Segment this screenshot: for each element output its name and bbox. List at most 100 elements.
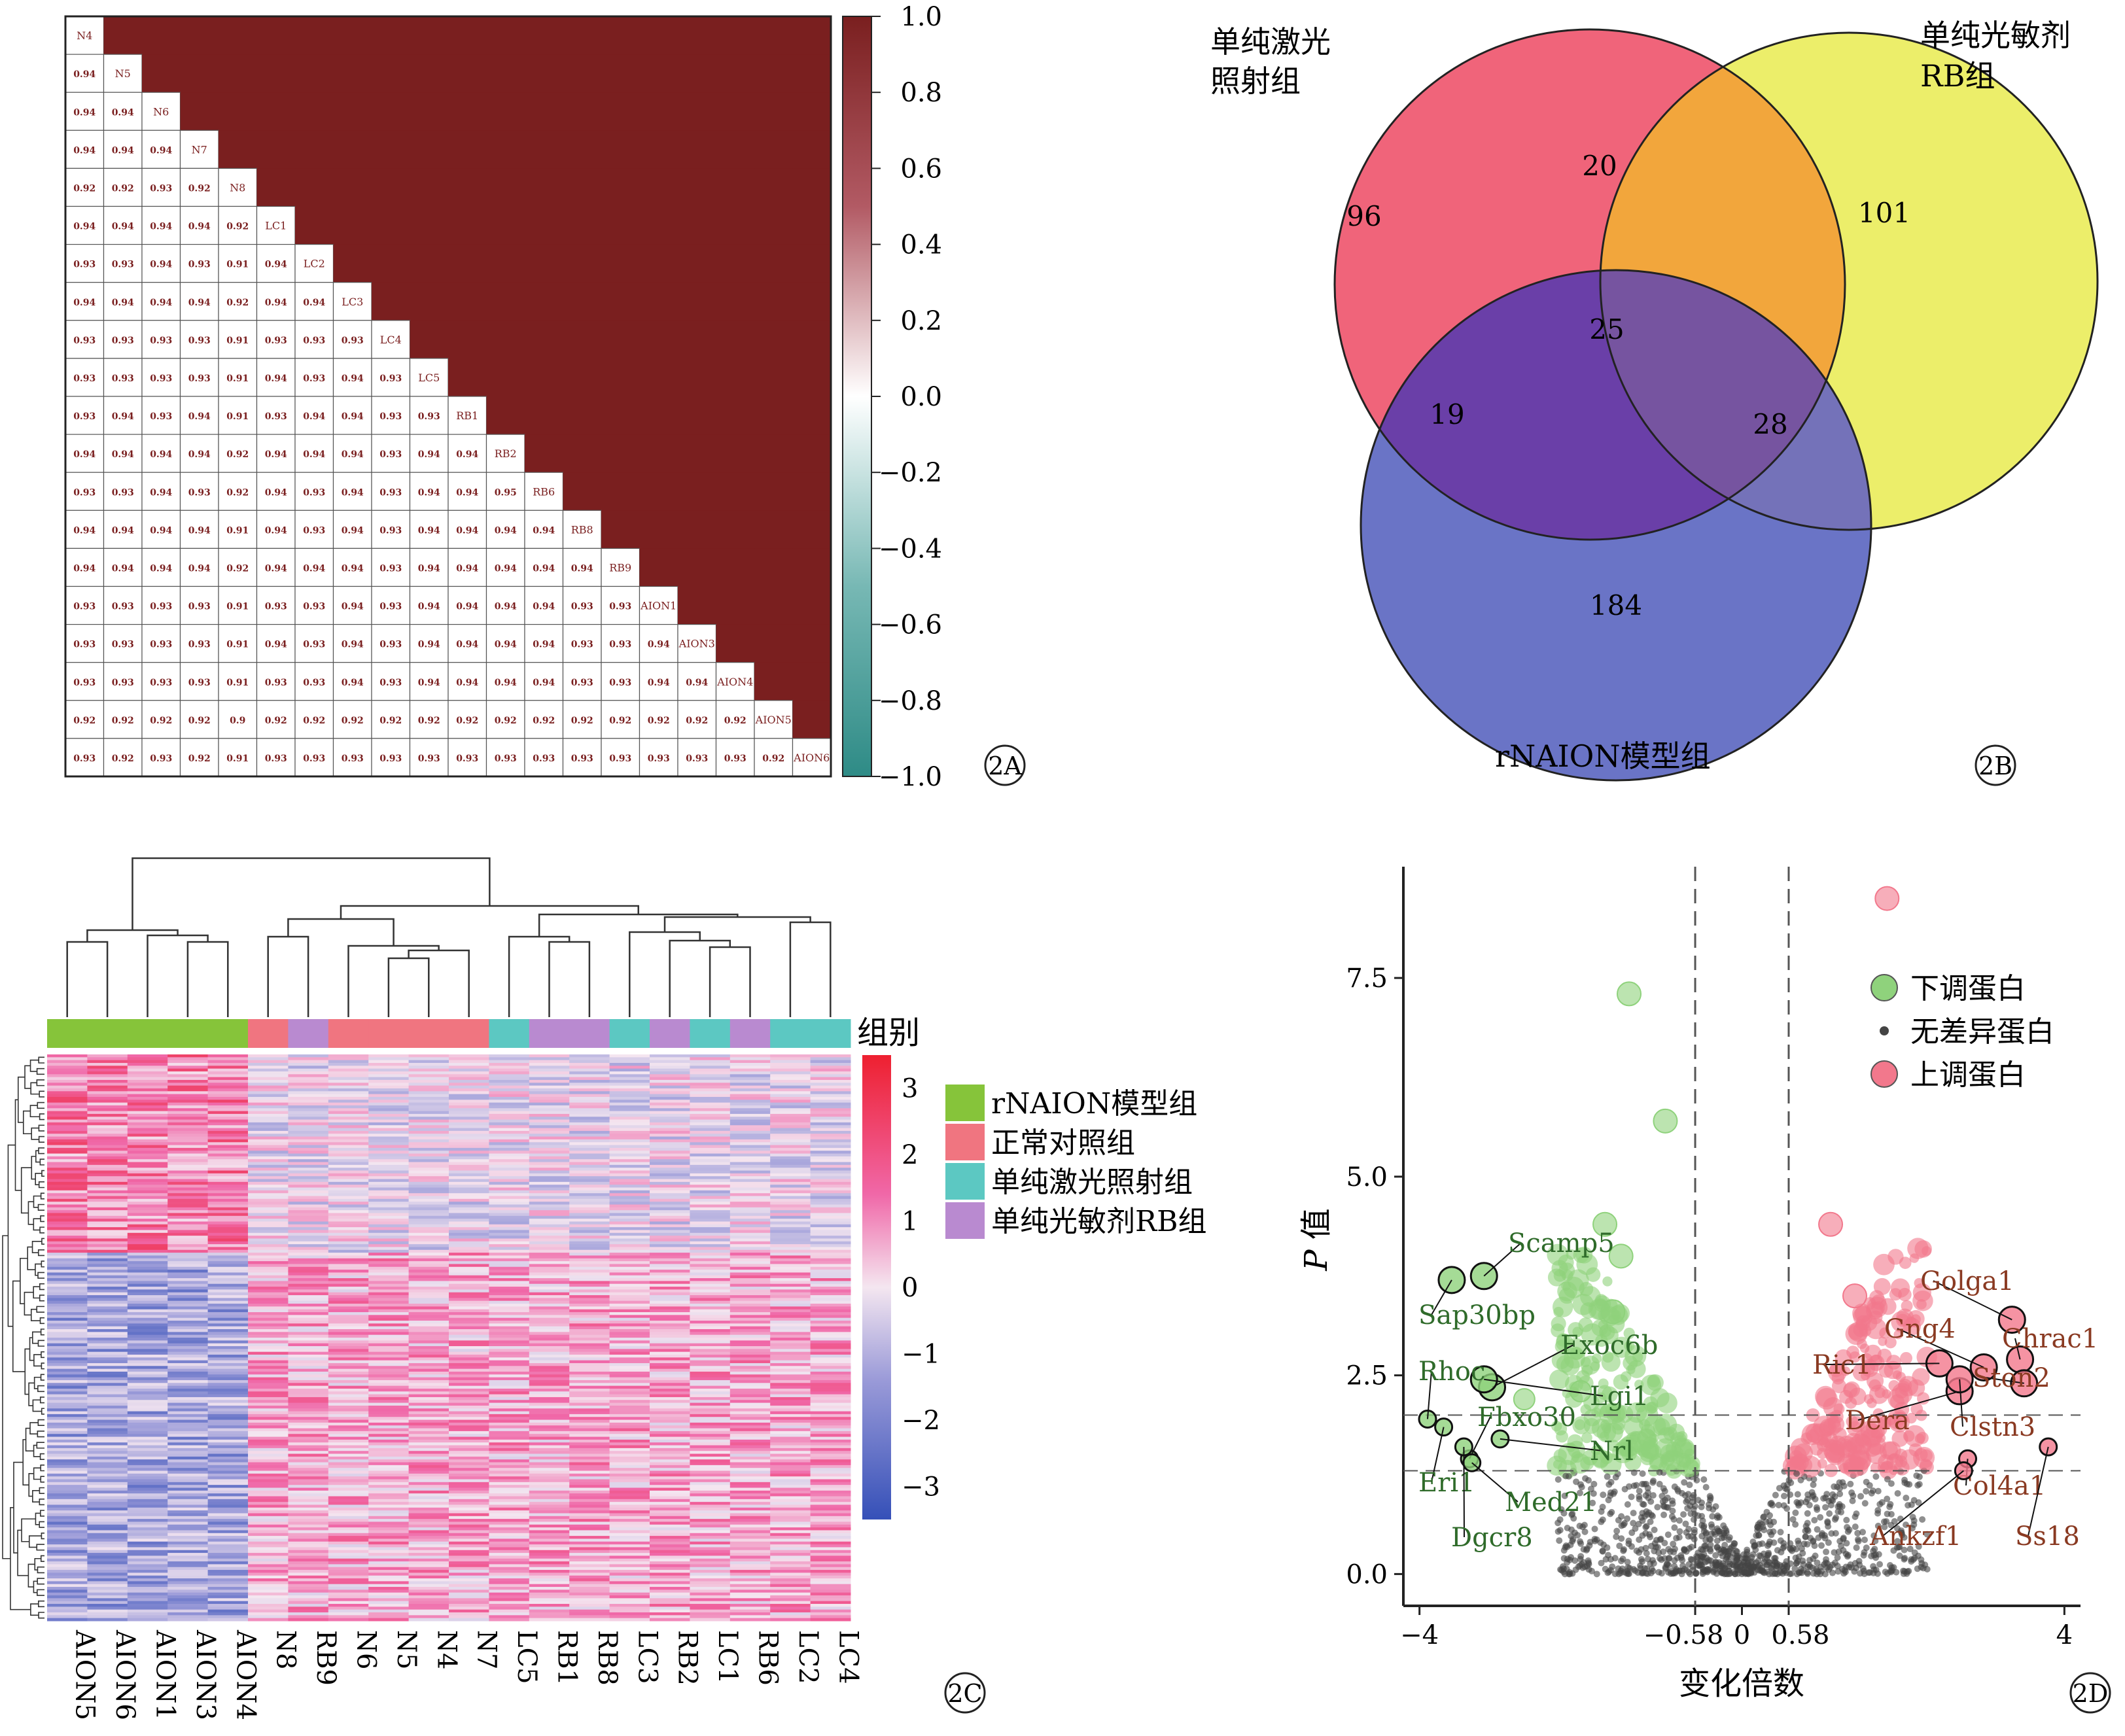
expr-cell xyxy=(167,1363,209,1366)
expr-cell xyxy=(810,1215,851,1219)
expr-cell xyxy=(288,1300,329,1304)
expr-cell xyxy=(368,1553,410,1556)
corr-cell-upper xyxy=(639,472,678,511)
corr-cell-upper xyxy=(754,586,794,625)
expr-cell xyxy=(609,1564,650,1568)
corr-value-label: 0.94 xyxy=(112,525,134,536)
expr-cell xyxy=(770,1094,811,1098)
expr-cell xyxy=(609,1363,650,1366)
expr-cell xyxy=(810,1431,851,1434)
expr-cell xyxy=(609,1499,650,1502)
corr-cell-lower xyxy=(103,662,143,701)
row-dendrogram-link xyxy=(41,1170,44,1177)
expr-cell xyxy=(489,1465,530,1468)
expr-cell xyxy=(408,1213,449,1217)
corr-cell-upper xyxy=(525,16,564,55)
expr-cell xyxy=(288,1422,329,1426)
expr-cell xyxy=(690,1326,731,1330)
expr-cell xyxy=(569,1402,610,1406)
expr-cell xyxy=(328,1321,369,1324)
expr-cell xyxy=(248,1595,289,1599)
expr-cell xyxy=(489,1587,530,1590)
expr-cell xyxy=(328,1190,369,1194)
expr-cell xyxy=(368,1383,410,1387)
expr-cell xyxy=(288,1338,329,1341)
expr-cell xyxy=(650,1470,690,1474)
expr-cell xyxy=(810,1304,851,1307)
expr-cell xyxy=(328,1371,369,1375)
expr-cell xyxy=(609,1153,650,1157)
expr-cell xyxy=(207,1436,249,1440)
expr-cell xyxy=(248,1584,289,1588)
expr-cell xyxy=(248,1261,289,1264)
expr-cell xyxy=(770,1232,811,1236)
expr-cell xyxy=(810,1340,851,1344)
corr-cell-upper xyxy=(754,54,794,93)
expr-cell xyxy=(127,1513,168,1517)
expr-cell xyxy=(810,1385,851,1389)
expr-cell xyxy=(207,1091,249,1095)
expr-cell xyxy=(729,1238,771,1242)
expr-cell xyxy=(288,1147,329,1151)
expr-cell xyxy=(690,1524,731,1528)
expr-cell xyxy=(127,1085,168,1089)
expr-cell xyxy=(328,1198,369,1202)
expr-cell xyxy=(47,1309,88,1313)
corr-value-label: 0.92 xyxy=(112,183,134,194)
expr-cell xyxy=(609,1618,650,1622)
expr-cell xyxy=(47,1453,88,1457)
expr-cell xyxy=(408,1485,449,1488)
expr-cell xyxy=(569,1079,610,1083)
expr-cell xyxy=(810,1151,851,1154)
heatmap-column-label: LC1 xyxy=(712,1630,743,1684)
expr-cell xyxy=(167,1609,209,1613)
expr-cell xyxy=(87,1459,128,1463)
expr-cell xyxy=(368,1079,410,1083)
expr-cell xyxy=(569,1439,610,1443)
expr-cell xyxy=(529,1300,570,1304)
expr-cell xyxy=(408,1159,449,1163)
colorbar-c-tick-label: −2 xyxy=(902,1406,940,1436)
expr-cell xyxy=(449,1417,489,1421)
corr-value-label: 0.91 xyxy=(226,640,249,650)
expr-cell xyxy=(650,1453,690,1457)
expr-cell xyxy=(87,1434,128,1438)
expr-cell xyxy=(449,1096,489,1100)
expr-cell xyxy=(288,1227,329,1230)
corr-value-label: 0.9 xyxy=(230,716,245,726)
corr-cell-upper xyxy=(601,434,641,473)
expr-cell xyxy=(248,1125,289,1129)
expr-cell xyxy=(729,1083,771,1086)
expr-cell xyxy=(408,1380,449,1383)
expr-cell xyxy=(288,1385,329,1389)
expr-cell xyxy=(529,1612,570,1616)
expr-cell xyxy=(328,1312,369,1315)
expr-cell xyxy=(529,1366,570,1370)
expr-cell xyxy=(248,1071,289,1075)
corr-cell-lower xyxy=(103,623,143,663)
expr-cell xyxy=(408,1468,449,1472)
expr-cell xyxy=(167,1298,209,1302)
expr-cell xyxy=(609,1272,650,1276)
expr-cell xyxy=(650,1179,690,1183)
expr-cell xyxy=(650,1224,690,1228)
expr-cell xyxy=(529,1323,570,1327)
expr-cell xyxy=(248,1332,289,1336)
expr-cell xyxy=(729,1572,771,1576)
expr-cell xyxy=(770,1241,811,1245)
expr-cell xyxy=(368,1519,410,1522)
expr-cell xyxy=(650,1380,690,1383)
expr-cell xyxy=(248,1572,289,1576)
expr-cell xyxy=(248,1422,289,1426)
group-bar-cell xyxy=(127,1019,168,1048)
expr-cell xyxy=(408,1561,449,1565)
corr-value-label: 0.93 xyxy=(188,487,211,498)
row-dendrogram-link xyxy=(37,1419,44,1427)
expr-cell xyxy=(449,1227,489,1230)
expr-cell xyxy=(609,1125,650,1129)
expr-cell xyxy=(167,1258,209,1262)
expr-cell xyxy=(328,1077,369,1081)
expr-cell xyxy=(248,1561,289,1565)
expr-cell xyxy=(47,1581,88,1585)
expr-cell xyxy=(368,1096,410,1100)
